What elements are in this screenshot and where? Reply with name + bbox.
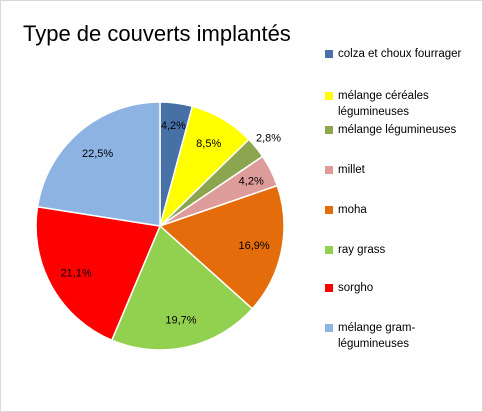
data-label-7: 21,1% [60, 268, 91, 280]
data-label-3: 2,8% [256, 133, 281, 145]
legend-swatch [325, 284, 333, 292]
legend-label: légumineuses [338, 338, 409, 350]
legend-label: légumineuses [338, 106, 409, 118]
legend-label: ray grass [338, 244, 386, 256]
legend-swatch [325, 92, 333, 100]
legend-label: mélange légumineuses [338, 124, 457, 136]
data-label-5: 16,9% [238, 240, 269, 252]
legend-label: mélange céréales [338, 90, 429, 102]
pie-slice-7 [35, 205, 162, 342]
legend-swatch [325, 126, 333, 134]
legend-label: sorgho [338, 282, 374, 294]
legend-label: millet [338, 164, 365, 176]
pie-slice-8 [36, 101, 161, 227]
legend-swatch [325, 166, 333, 174]
legend-swatch [325, 206, 333, 214]
legend-swatch [325, 246, 333, 254]
legend-label: colza et choux fourrager [338, 48, 462, 60]
legend-label: mélange gram- [338, 322, 416, 334]
legend-label: moha [338, 204, 367, 216]
pie-slice-6 [110, 224, 254, 351]
legend-swatch [325, 50, 333, 58]
legend-swatch [325, 324, 333, 332]
data-label-6: 19,7% [165, 315, 196, 327]
data-label-2: 8,5% [196, 138, 221, 150]
data-label-8: 22,5% [82, 148, 113, 160]
pie-slice-5 [158, 184, 285, 310]
chart-title: Type de couverts implantés [23, 21, 291, 46]
data-label-4: 4,2% [239, 175, 264, 187]
data-label-1: 4,2% [161, 120, 186, 132]
